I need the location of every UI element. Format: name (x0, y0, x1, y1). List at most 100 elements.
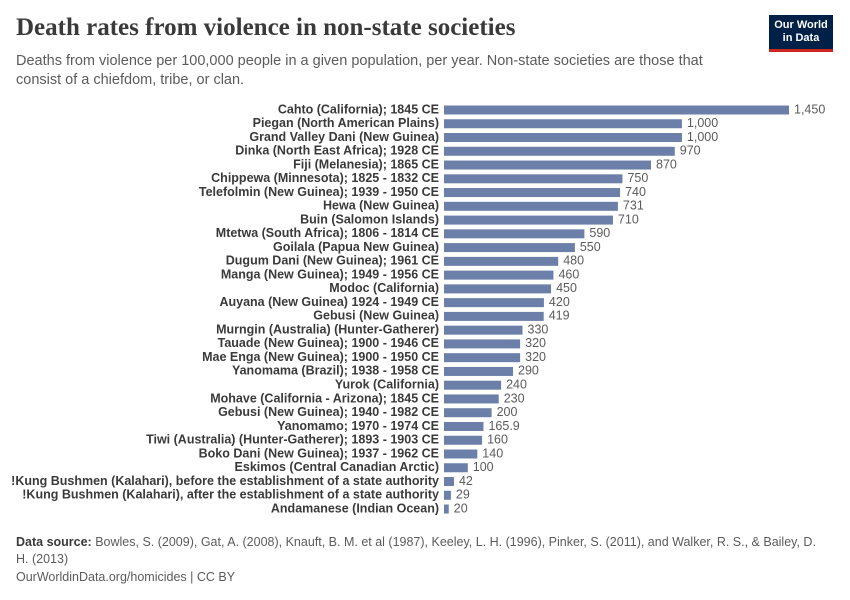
value-label: 1,450 (794, 102, 825, 116)
value-label: 140 (482, 446, 503, 460)
category-label: Hewa (New Guinea) (323, 199, 439, 213)
category-label: Cahto (California); 1845 CE (278, 102, 439, 116)
category-label: Eskimos (Central Canadian Arctic) (235, 460, 439, 474)
value-label: 740 (625, 185, 646, 199)
bar (444, 421, 484, 431)
category-label: Mtetwa (South Africa); 1806 - 1814 CE (216, 226, 439, 240)
value-label: 240 (506, 377, 527, 391)
bar (444, 504, 449, 514)
chart-title: Death rates from violence in non-state s… (16, 14, 516, 41)
value-label: 970 (680, 144, 701, 158)
bar (444, 188, 621, 198)
bar (444, 146, 675, 156)
bar (444, 284, 552, 294)
bar (444, 311, 544, 321)
category-label: Andamanese (Indian Ocean) (271, 501, 439, 515)
category-label: Manga (New Guinea); 1949 - 1956 CE (221, 267, 439, 281)
category-label: !Kung Bushmen (Kalahari), after the esta… (22, 488, 439, 502)
value-label: 870 (656, 157, 677, 171)
bar (444, 201, 618, 211)
value-label: 330 (528, 322, 549, 336)
bar (444, 394, 499, 404)
value-label: 100 (473, 460, 494, 474)
category-label: Mohave (California - Arizona); 1845 CE (210, 391, 439, 405)
value-label: 460 (558, 267, 579, 281)
value-label: 290 (518, 364, 539, 378)
footer-url[interactable]: OurWorldinData.org/homicides | CC BY (16, 570, 236, 584)
bar (444, 325, 523, 335)
value-label: 550 (580, 240, 601, 254)
logo-text: in Data (782, 32, 820, 44)
category-label: Murngin (Australia) (Hunter-Gatherer) (216, 322, 439, 336)
bar (444, 215, 613, 225)
value-label: 590 (589, 226, 610, 240)
category-label: Buin (Salomon Islands) (300, 212, 439, 226)
chart-subtitle: Deaths from violence per 100,000 people … (16, 53, 703, 88)
category-label: Piegan (North American Plains) (253, 116, 439, 130)
source: Data source: Bowles, S. (2009), Gat, A. … (16, 534, 831, 568)
bar (444, 256, 559, 266)
category-label: Yanomama (Brazil); 1938 - 1958 CE (232, 364, 439, 378)
category-label: Boko Dani (New Guinea); 1937 - 1962 CE (199, 446, 439, 460)
value-label: 731 (623, 199, 644, 213)
bar (444, 490, 451, 500)
bar (444, 298, 544, 308)
chart: Cahto (California); 1845 CE 1,450 Piegan (… (11, 102, 825, 515)
bar (444, 133, 682, 143)
bar (444, 353, 521, 363)
value-label: 1,000 (687, 116, 718, 130)
value-label: 750 (627, 171, 648, 185)
value-label: 420 (549, 295, 570, 309)
value-label: 480 (563, 254, 584, 268)
category-label: Mae Enga (New Guinea); 1900 - 1950 CE (202, 350, 439, 364)
bar (444, 229, 585, 239)
value-label: 710 (618, 212, 639, 226)
category-label: Auyana (New Guinea) 1924 - 1949 CE (219, 295, 439, 309)
value-label: 450 (556, 281, 577, 295)
value-label: 230 (504, 391, 525, 405)
bar (444, 119, 682, 129)
category-label: Gebusi (New Guinea); 1940 - 1982 CE (218, 405, 439, 419)
value-label: 419 (549, 309, 570, 323)
source-text: Bowles, S. (2009), Gat, A. (2008), Knauf… (16, 535, 816, 566)
logo-text: Our World (774, 19, 828, 31)
category-label: Gebusi (New Guinea) (313, 309, 439, 323)
category-label: !Kung Bushmen (Kalahari), before the est… (11, 474, 439, 488)
category-label: Goilala (Papua New Guinea) (273, 240, 439, 254)
value-label: 165.9 (488, 419, 519, 433)
bar (444, 366, 513, 376)
value-label: 29 (456, 488, 470, 502)
bar (444, 174, 623, 184)
category-label: Chippewa (Minnesota); 1825 - 1832 CE (211, 171, 439, 185)
bar (444, 339, 521, 349)
bar (444, 105, 789, 115)
value-label: 320 (525, 350, 546, 364)
category-label: Fiji (Melanesia); 1865 CE (293, 157, 439, 171)
category-label: Yanomamo; 1970 - 1974 CE (277, 419, 439, 433)
bar (444, 270, 554, 280)
value-label: 1,000 (687, 130, 718, 144)
value-label: 42 (459, 474, 473, 488)
logo[interactable]: Our World in Data (769, 15, 833, 52)
bar (444, 435, 483, 445)
source-label: Data source: (16, 535, 92, 549)
category-label: Tauade (New Guinea); 1900 - 1946 CE (218, 336, 439, 350)
bar (444, 160, 651, 170)
bar (444, 449, 478, 459)
category-label: Tiwi (Australia) (Hunter-Gatherer); 1893… (146, 433, 439, 447)
value-label: 200 (497, 405, 518, 419)
bar (444, 380, 502, 390)
value-label: 20 (454, 501, 468, 515)
category-label: Modoc (California) (329, 281, 439, 295)
category-label: Dugum Dani (New Guinea); 1961 CE (226, 254, 439, 268)
bar (444, 477, 454, 487)
value-label: 320 (525, 336, 546, 350)
bar (444, 463, 468, 473)
bar (444, 408, 492, 418)
category-label: Dinka (North East Africa); 1928 CE (235, 144, 439, 158)
category-label: Yurok (California) (335, 377, 439, 391)
category-label: Telefolmin (New Guinea); 1939 - 1950 CE (199, 185, 439, 199)
bar (444, 243, 575, 253)
category-label: Grand Valley Dani (New Guinea) (249, 130, 439, 144)
